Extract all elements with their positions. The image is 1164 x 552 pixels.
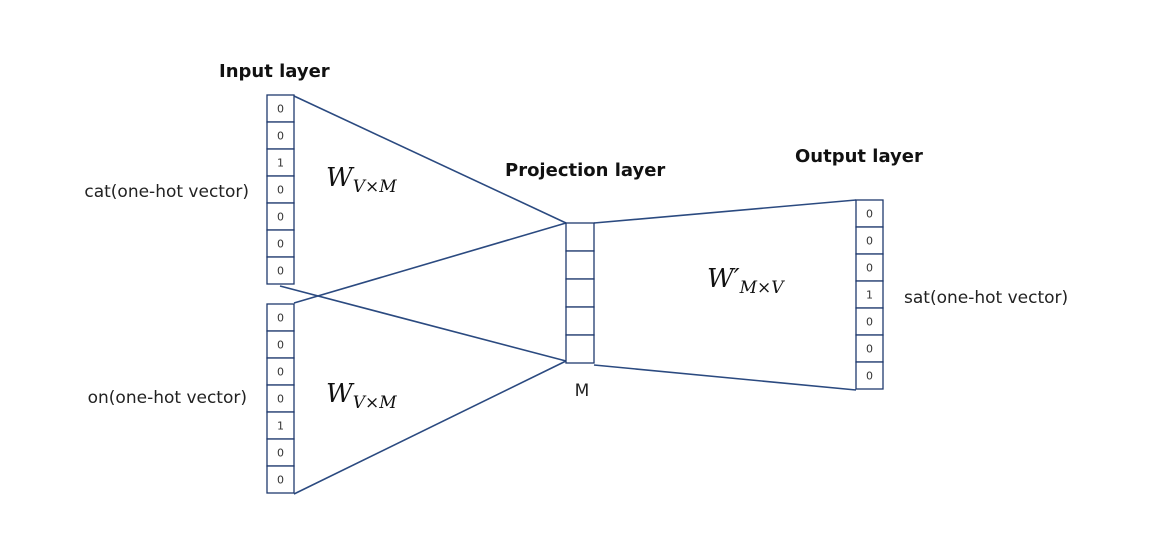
sat-vector-label: sat(one-hot vector) <box>904 288 1068 308</box>
cell-box <box>565 222 595 252</box>
cell-box <box>266 357 295 386</box>
vector-cell <box>565 334 595 364</box>
cell-value: 0 <box>866 343 873 356</box>
input-weight-matrix-cat: WV×M <box>326 163 397 197</box>
cell-value: 1 <box>866 289 873 302</box>
projection-size-label: M <box>575 381 590 401</box>
cell-value: 0 <box>277 366 284 379</box>
cell-value: 0 <box>277 238 284 251</box>
vector-cell: 0 <box>855 361 884 390</box>
cell-value: 0 <box>866 235 873 248</box>
cell-value: 0 <box>866 370 873 383</box>
vector-cell <box>565 222 595 252</box>
vector-cell: 1 <box>266 148 295 177</box>
projection-vector <box>565 222 595 364</box>
cat-top-to-projection <box>293 95 567 224</box>
vector-cell: 0 <box>266 202 295 231</box>
cell-value: 0 <box>277 130 284 143</box>
cell-box <box>565 278 595 308</box>
projection-layer-heading: Projection layer <box>505 160 665 181</box>
sat-output-vector: 0 0 0 1 0 0 0 <box>855 199 884 390</box>
cell-value: 0 <box>866 316 873 329</box>
weight-base: W′ <box>707 264 740 294</box>
cat-bottom-to-projection <box>279 285 567 362</box>
on-bottom-to-projection <box>293 360 567 495</box>
output-layer-heading: Output layer <box>795 146 923 167</box>
cell-value: 0 <box>277 211 284 224</box>
cell-value: 0 <box>277 474 284 487</box>
cell-box <box>266 148 295 177</box>
vector-cell <box>565 306 595 336</box>
vector-cell: 0 <box>266 357 295 386</box>
cell-box <box>266 438 295 467</box>
vector-cell: 0 <box>266 384 295 413</box>
vector-cell: 0 <box>266 438 295 467</box>
vector-cell: 0 <box>855 226 884 255</box>
weight-subscript: V×M <box>353 177 398 197</box>
cell-box <box>266 465 295 494</box>
projection-to-output-bottom <box>593 364 857 391</box>
cell-box <box>855 334 884 363</box>
vector-cell: 0 <box>855 253 884 282</box>
connection-lines <box>279 95 857 495</box>
cell-box <box>855 226 884 255</box>
vector-cell: 0 <box>266 121 295 150</box>
cell-value: 0 <box>277 339 284 352</box>
weight-base: W <box>326 163 355 193</box>
vector-cell: 0 <box>855 307 884 336</box>
cell-box <box>266 411 295 440</box>
vector-cell <box>565 250 595 280</box>
input-layer-heading: Input layer <box>219 61 330 82</box>
projection-to-output-top <box>593 199 857 224</box>
cell-box <box>565 250 595 280</box>
vector-cell <box>565 278 595 308</box>
vector-cell: 0 <box>266 175 295 204</box>
weight-subscript: M×V <box>739 278 786 298</box>
cell-value: 1 <box>277 420 284 433</box>
cell-box <box>855 199 884 228</box>
weight-subscript: V×M <box>353 393 398 413</box>
vector-cell: 0 <box>266 94 295 123</box>
cell-box <box>266 256 295 285</box>
output-weight-matrix: W′M×V <box>707 264 785 298</box>
cell-box <box>266 303 295 332</box>
cat-input-vector: 0 0 1 0 0 0 0 <box>266 94 295 285</box>
cell-value: 0 <box>277 393 284 406</box>
cell-box <box>565 306 595 336</box>
vector-cell: 0 <box>266 303 295 332</box>
cell-box <box>855 361 884 390</box>
input-weight-matrix-on: WV×M <box>326 379 397 413</box>
vector-cell: 0 <box>266 229 295 258</box>
weight-base: W <box>326 379 355 409</box>
cell-value: 1 <box>277 157 284 170</box>
cell-box <box>266 229 295 258</box>
vector-cell: 0 <box>855 199 884 228</box>
cell-box <box>266 121 295 150</box>
on-input-vector: 0 0 0 0 1 0 0 <box>266 303 295 494</box>
vector-cell: 0 <box>855 334 884 363</box>
cell-value: 0 <box>277 447 284 460</box>
vector-cell: 1 <box>855 280 884 309</box>
cell-box <box>565 334 595 364</box>
cat-vector-label: cat(one-hot vector) <box>84 182 249 202</box>
vector-cell: 0 <box>266 330 295 359</box>
cell-value: 0 <box>277 312 284 325</box>
cell-value: 0 <box>866 208 873 221</box>
vector-cell: 0 <box>266 256 295 285</box>
on-vector-label: on(one-hot vector) <box>88 388 247 408</box>
cell-value: 0 <box>866 262 873 275</box>
cell-box <box>855 253 884 282</box>
cell-value: 0 <box>277 184 284 197</box>
vector-cell: 1 <box>266 411 295 440</box>
cell-value: 0 <box>277 103 284 116</box>
on-top-to-projection <box>293 222 567 304</box>
cell-box <box>266 202 295 231</box>
vector-cell: 0 <box>266 465 295 494</box>
cell-value: 0 <box>277 265 284 278</box>
